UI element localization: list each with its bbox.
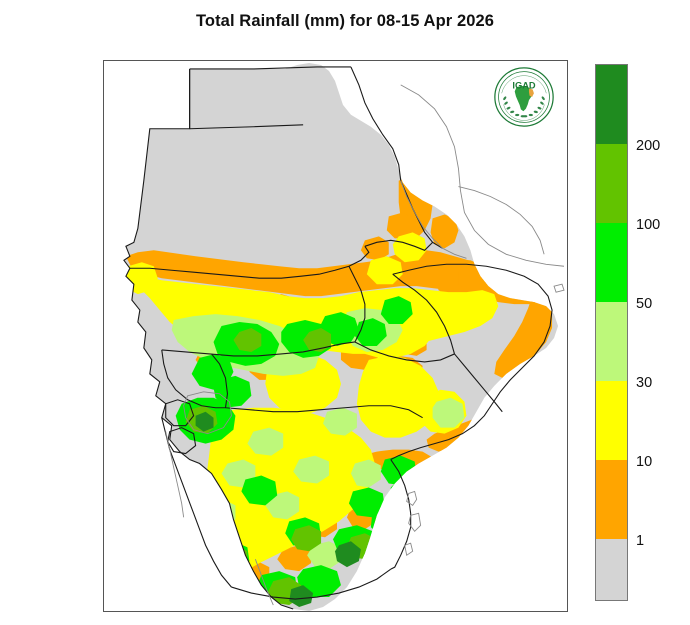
colorbar-band-0-1 [596, 539, 627, 600]
ytick-20n [103, 116, 104, 117]
colorbar-label-200: 200 [636, 138, 661, 154]
igad-acronym-text: IGAD [512, 80, 536, 90]
colorbar-band-200plus [596, 65, 627, 144]
map-clip [104, 61, 567, 611]
colorbar-label-100: 100 [636, 217, 661, 233]
ytick-0 [103, 430, 104, 431]
ytick-5n [103, 351, 104, 352]
colorbar-label-30: 30 [636, 375, 653, 391]
ytick-15n [103, 194, 104, 195]
colorbar-band-30-50 [596, 302, 627, 381]
colorbar-label-50: 50 [636, 296, 653, 312]
igad-logo: IGAD [493, 66, 555, 128]
country-borders [123, 66, 553, 610]
colorbar-label-1: 1 [636, 533, 645, 549]
ytick-10s [103, 587, 104, 588]
colorbar [595, 64, 628, 601]
rainfall-raster [104, 61, 567, 611]
page-title: Total Rainfall (mm) for 08-15 Apr 2026 [195, 12, 495, 30]
colorbar-label-10: 10 [636, 454, 653, 470]
colorbar-band-10-30 [596, 381, 627, 460]
coastline-detail [165, 84, 565, 606]
ytick-10n [103, 273, 104, 274]
colorbar-band-100-200 [596, 144, 627, 223]
ytick-5s [103, 508, 104, 509]
colorbar-band-1-10 [596, 460, 627, 539]
map-plot-area [103, 60, 568, 612]
colorbar-band-50-100 [596, 223, 627, 302]
